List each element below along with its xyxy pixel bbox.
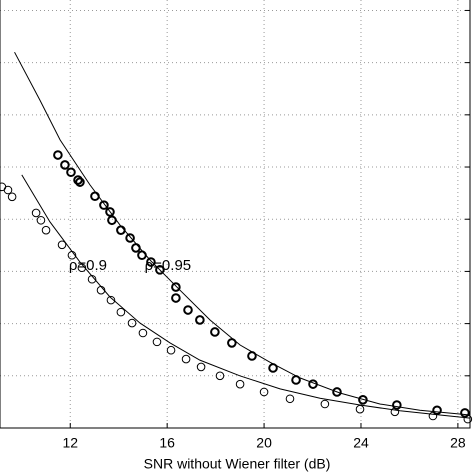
point xyxy=(96,285,106,295)
point xyxy=(390,407,400,417)
point xyxy=(99,200,109,210)
point xyxy=(320,399,330,409)
point xyxy=(171,293,181,303)
annotation: ρ=0.9 xyxy=(69,257,107,274)
point xyxy=(268,363,278,373)
point xyxy=(358,395,368,405)
point xyxy=(3,185,13,195)
point xyxy=(105,207,115,217)
point xyxy=(247,351,257,361)
annotation: ρ=0.95 xyxy=(145,257,192,274)
point xyxy=(67,250,77,260)
point xyxy=(125,233,135,243)
point xyxy=(7,192,17,202)
point xyxy=(332,387,342,397)
point xyxy=(138,328,148,338)
point xyxy=(36,215,46,225)
point xyxy=(235,379,245,389)
point xyxy=(107,215,117,226)
x-tick-label: 20 xyxy=(256,435,272,451)
point xyxy=(87,274,97,284)
point xyxy=(131,243,141,253)
curve xyxy=(21,174,471,419)
point xyxy=(90,191,100,202)
point xyxy=(227,338,237,348)
point xyxy=(215,371,225,381)
point xyxy=(0,182,7,192)
point xyxy=(308,379,318,389)
curve xyxy=(14,51,471,416)
x-tick-label: 12 xyxy=(62,435,78,451)
x-tick-label: 24 xyxy=(353,435,369,451)
point xyxy=(181,354,191,364)
point xyxy=(355,404,365,414)
point xyxy=(146,257,156,267)
x-axis-label: SNR without Wiener filter (dB) xyxy=(144,456,331,472)
point xyxy=(66,167,76,178)
point xyxy=(77,263,87,273)
point xyxy=(73,175,83,185)
plot-frame xyxy=(0,0,471,429)
x-tick-label: 16 xyxy=(159,435,175,451)
point xyxy=(127,318,137,328)
point xyxy=(41,225,51,235)
point xyxy=(137,250,147,261)
point xyxy=(195,315,205,325)
point xyxy=(106,295,116,305)
point xyxy=(428,411,438,421)
point xyxy=(166,345,176,355)
point xyxy=(116,307,126,317)
point xyxy=(60,160,70,170)
point xyxy=(31,208,41,218)
point xyxy=(152,337,162,347)
point xyxy=(196,362,206,372)
point xyxy=(171,282,181,292)
point xyxy=(53,150,63,160)
point xyxy=(463,414,473,424)
x-tick-label: 28 xyxy=(450,435,466,451)
point xyxy=(291,375,301,385)
point xyxy=(75,177,85,187)
point xyxy=(183,305,193,315)
point xyxy=(259,387,269,397)
point xyxy=(57,240,67,250)
point xyxy=(210,327,220,337)
point xyxy=(116,225,126,235)
point xyxy=(285,394,295,404)
point xyxy=(155,265,165,275)
point xyxy=(432,405,442,416)
